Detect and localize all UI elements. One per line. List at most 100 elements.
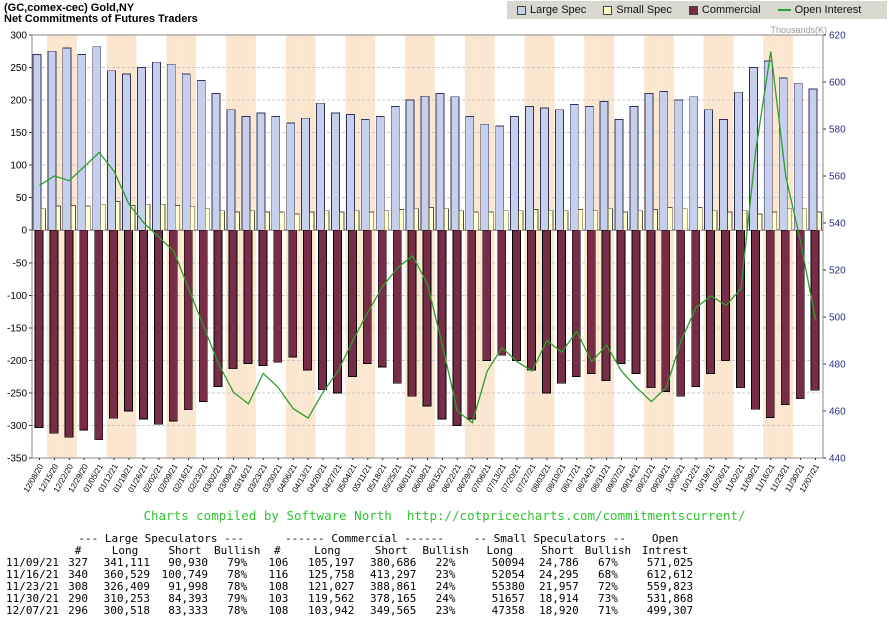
table-column-header: Bullish	[422, 545, 469, 557]
table-cell: 290	[68, 593, 88, 605]
large-spec-bar	[569, 104, 579, 231]
large-spec-bar	[405, 99, 415, 231]
left-axis-label: -300	[7, 421, 27, 432]
table-cell: 47358	[491, 605, 525, 617]
commercial-bar	[34, 229, 44, 428]
large-spec-bar	[420, 95, 430, 231]
left-axis-label: -100	[7, 291, 27, 302]
commercial-bar	[571, 229, 581, 378]
left-axis-label: 50	[16, 193, 28, 204]
table-cell: 90,930	[168, 557, 208, 569]
commercial-bar	[646, 229, 656, 389]
table-cell: 23%	[435, 605, 456, 617]
table-column-header: Bullish	[214, 545, 261, 557]
small-spec-bar	[354, 210, 360, 231]
large-spec-bar	[450, 96, 460, 231]
commercial-bar	[348, 229, 357, 378]
table-row: 11/09/21 327 341,111 90,930 79% 106 105,197 380…	[6, 557, 699, 569]
small-spec-bar	[443, 208, 449, 231]
commitments-table: --- Large Speculators --- ------ Commerci…	[6, 533, 699, 617]
large-spec-bar	[390, 106, 400, 231]
table-cell: 360,529	[103, 569, 150, 581]
right-axis-label: 560	[829, 172, 846, 183]
table-cell: 327	[68, 557, 88, 569]
table-group-header: ------ Commercial ------	[285, 533, 445, 545]
table-cell: 499,307	[646, 605, 694, 617]
commercial-bar	[736, 229, 745, 389]
legend-item-large-spec: Large Spec	[517, 4, 586, 16]
small-spec-bar	[189, 206, 196, 231]
small-spec-bar	[577, 209, 584, 231]
small-spec-bar	[264, 211, 270, 231]
table-column-header: Bullish	[584, 545, 632, 557]
table-column-header: Short	[541, 545, 575, 557]
left-axis-label: -50	[13, 258, 28, 269]
small-spec-bar	[473, 211, 479, 231]
table-cell: 326,409	[103, 581, 150, 593]
commercial-bar	[273, 229, 283, 363]
table-cell: 84,393	[168, 593, 208, 605]
commercial-bar	[168, 229, 178, 422]
large-spec-bar	[375, 115, 385, 231]
small-spec-bar	[428, 207, 434, 231]
commercial-bar	[586, 229, 596, 374]
commercial-bar	[527, 229, 536, 371]
small-spec-bar	[383, 210, 390, 231]
large-spec-bar	[62, 47, 72, 231]
table-cell: 105,197	[308, 557, 355, 569]
table-column-header: Short	[374, 545, 408, 557]
legend-label: Commercial	[701, 4, 761, 16]
table-cell: 91,998	[168, 581, 208, 593]
left-axis-label: 100	[10, 161, 27, 172]
small-spec-bar	[533, 209, 539, 231]
commercial-bar	[750, 229, 760, 410]
commercial-bar	[721, 229, 730, 361]
small-spec-bar	[771, 211, 778, 231]
table-cell: 79%	[227, 557, 248, 569]
table-cell: 24,295	[538, 569, 579, 581]
commercial-bar	[333, 229, 342, 394]
table-column-header: Long	[314, 545, 341, 557]
legend-swatch-icon	[688, 5, 698, 15]
commercial-bar	[631, 229, 641, 374]
large-spec-bar	[435, 93, 445, 231]
commercial-bar	[49, 229, 59, 434]
legend-line-icon	[777, 9, 791, 11]
commercial-bar	[780, 229, 790, 406]
right-axis-label: 600	[829, 78, 846, 89]
large-spec-bar	[659, 91, 669, 231]
large-spec-bar	[644, 93, 654, 231]
table-cell: 72%	[597, 581, 618, 593]
large-spec-bar	[331, 112, 340, 231]
large-spec-bar	[256, 112, 266, 231]
large-spec-bar	[793, 82, 803, 231]
commercial-bar	[94, 229, 104, 441]
small-spec-bar	[145, 203, 151, 231]
table-cell: 18,914	[538, 593, 579, 605]
large-spec-bar	[674, 99, 684, 231]
table-cell: 296	[68, 605, 88, 617]
commercial-bar	[407, 229, 417, 397]
large-spec-bar	[495, 125, 505, 231]
small-spec-bar	[458, 210, 464, 231]
table-cell: 413,297	[370, 569, 417, 581]
table-cell: 559,823	[646, 581, 694, 593]
large-spec-bar	[286, 122, 296, 231]
commercial-bar	[482, 229, 492, 361]
legend-swatch-icon	[517, 5, 526, 15]
commercial-bar	[139, 229, 148, 420]
table-header-row: # Long Short Bullish # Long Short Bullish Long Sh…	[6, 545, 699, 557]
commercial-bar	[616, 229, 626, 365]
table-cell: 68%	[597, 569, 618, 581]
table-column-header: Short	[168, 545, 202, 557]
table-cell: 18,920	[538, 605, 579, 617]
table-group-header	[6, 533, 62, 545]
table-row: 11/30/21 290 310,253 84,393 79% 103 119,562 378…	[6, 593, 699, 605]
table-column-header: Long	[111, 545, 139, 557]
table-cell: 388,861	[370, 581, 417, 593]
left-axis-label: -250	[7, 388, 27, 399]
large-spec-bar	[211, 93, 221, 231]
table-cell: 349,565	[370, 605, 417, 617]
large-spec-bar	[599, 100, 609, 231]
right-axis-label: 480	[829, 360, 846, 371]
